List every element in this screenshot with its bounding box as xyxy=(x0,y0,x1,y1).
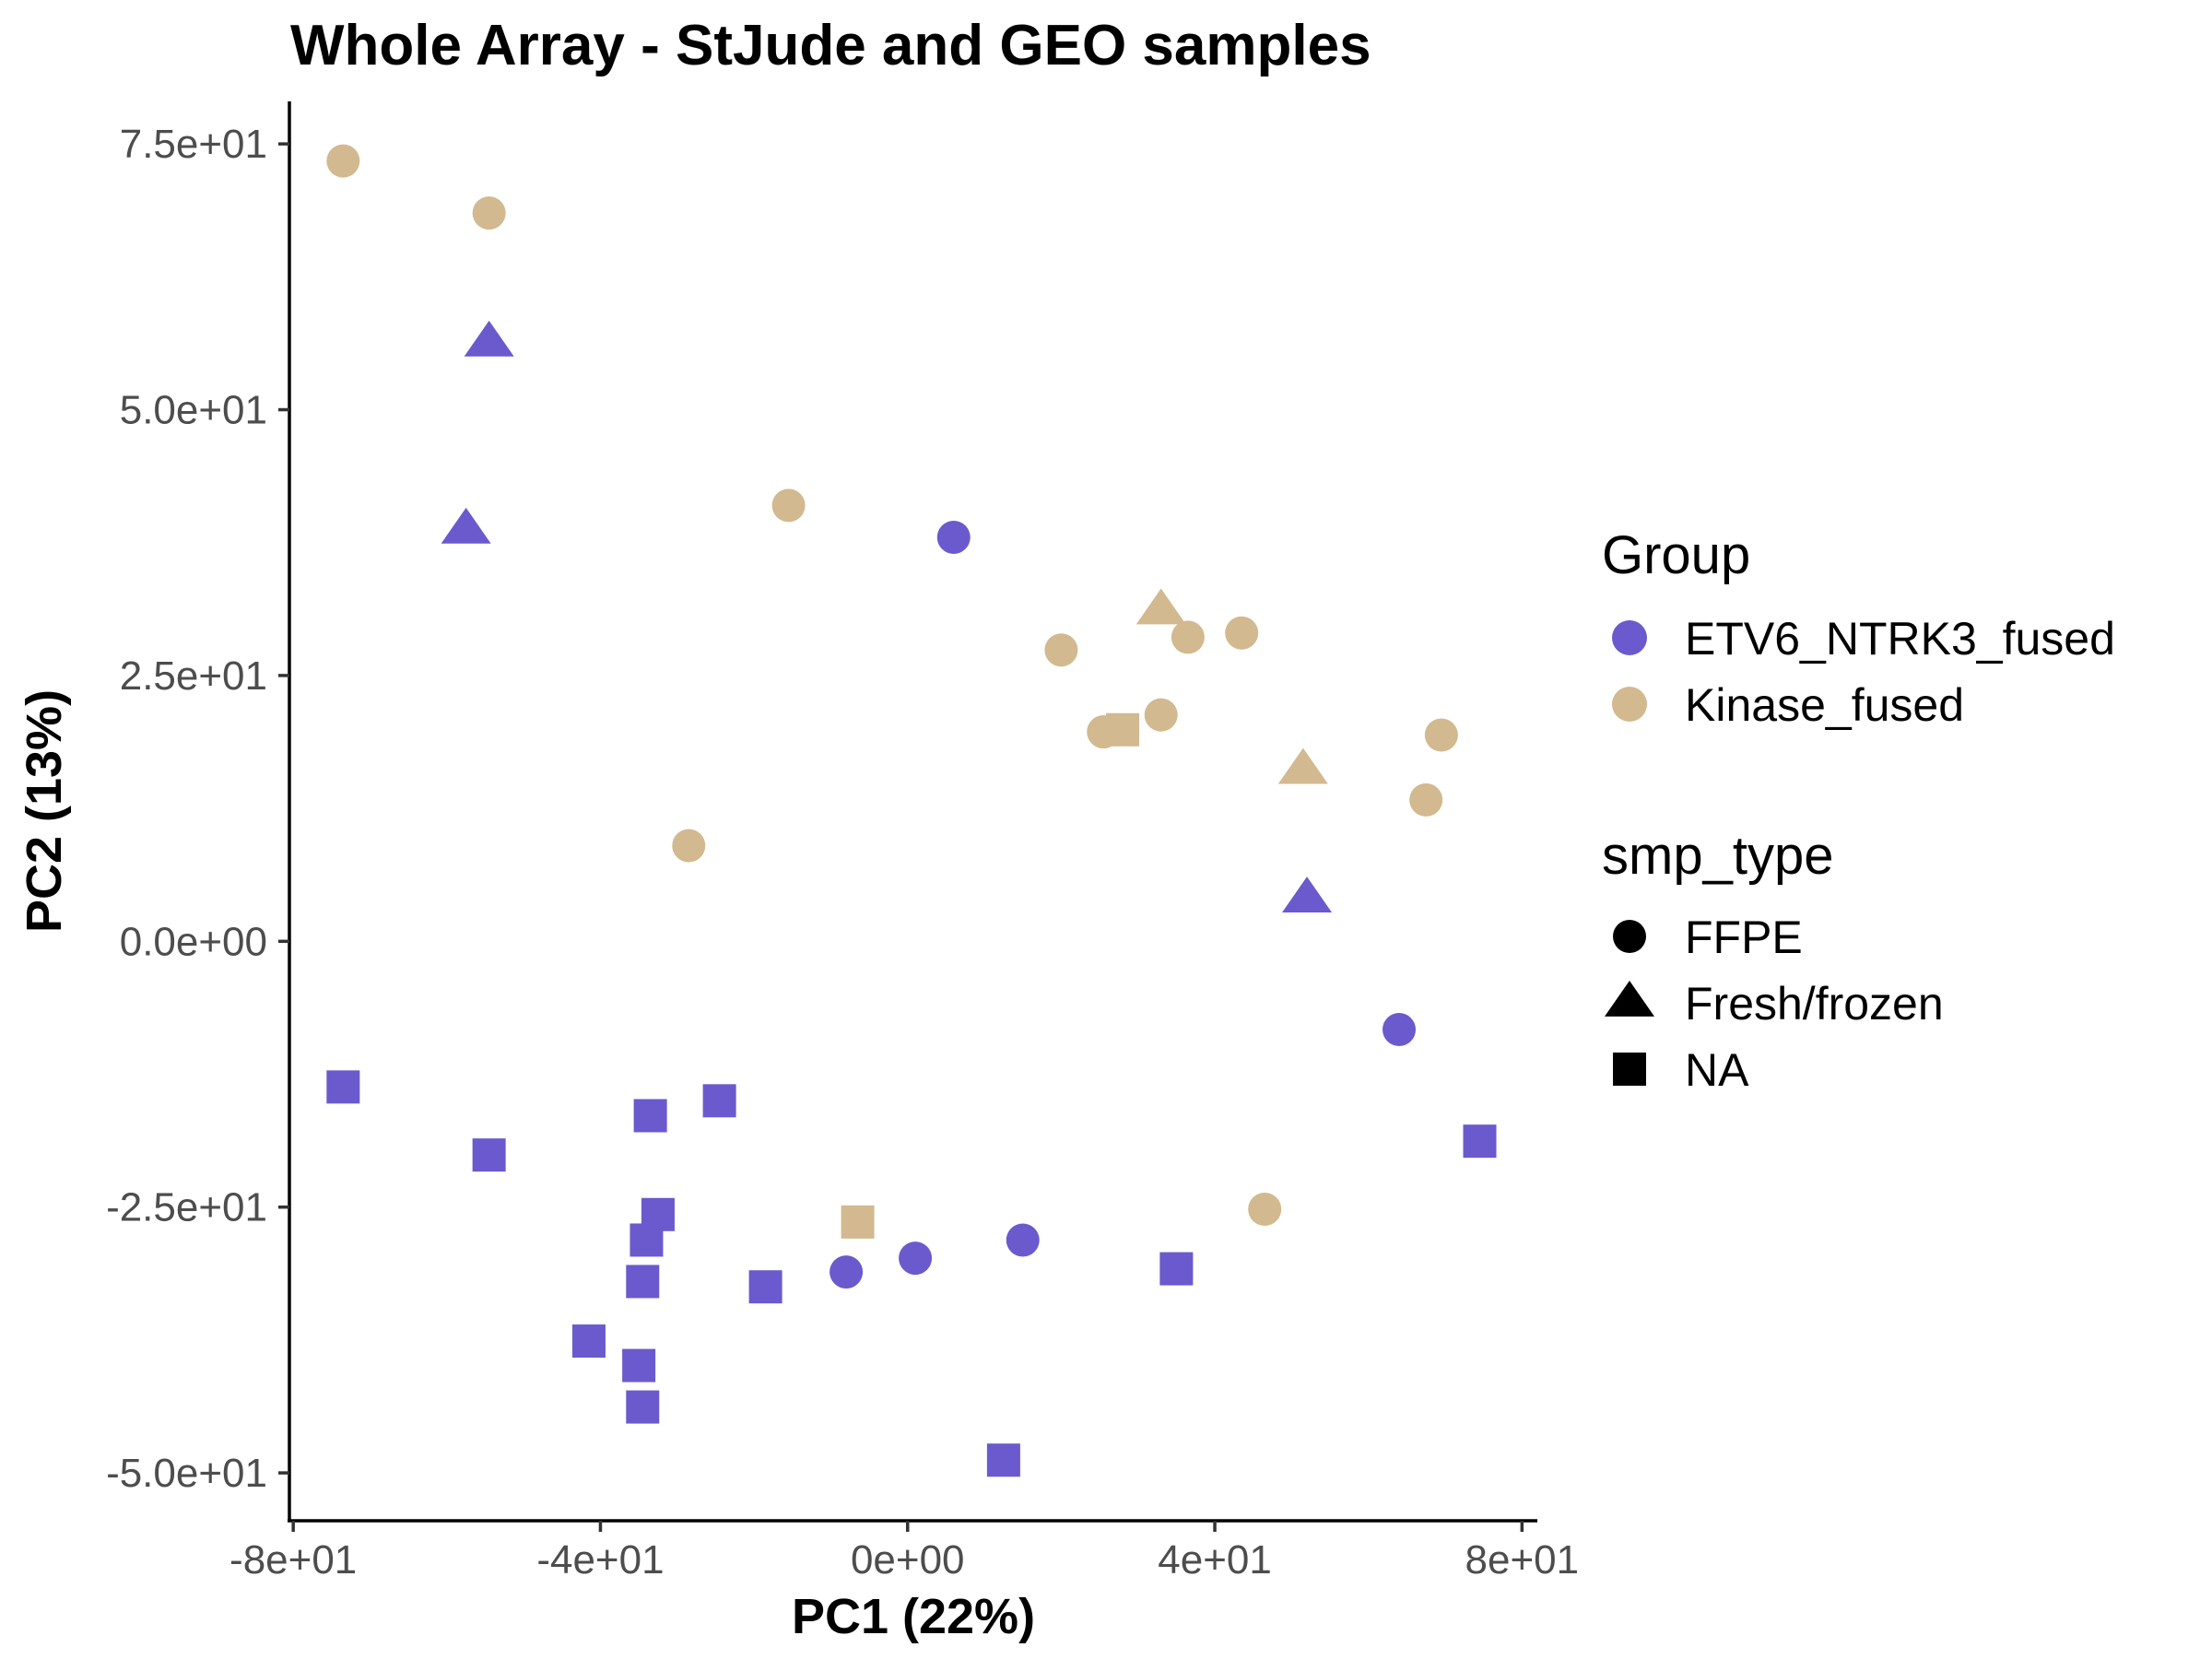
data-point xyxy=(629,1223,664,1257)
data-point xyxy=(622,1348,656,1382)
data-point xyxy=(830,1255,864,1289)
x-tick-label: 0e+00 xyxy=(851,1537,965,1583)
data-point xyxy=(1225,616,1259,650)
legend: Group ETV6_NTRK3_fused Kinase_fused smp_t… xyxy=(1602,525,2115,1096)
data-point xyxy=(1006,1223,1040,1257)
x-ticks: -8e+01 -4e+01 0e+00 4e+01 8e+01 xyxy=(229,1521,1579,1583)
legend-groups: ETV6_NTRK3_fused Kinase_fused xyxy=(1612,613,2115,731)
data-point xyxy=(472,196,506,230)
data-point xyxy=(464,320,514,357)
y-tick-label: 2.5e+01 xyxy=(120,653,267,699)
y-tick-label: 7.5e+01 xyxy=(120,122,267,167)
data-point xyxy=(1135,588,1186,625)
data-point xyxy=(1424,718,1458,752)
legend-key-shape xyxy=(1613,920,1646,953)
data-point xyxy=(1463,1124,1497,1159)
data-point xyxy=(748,1270,782,1304)
data-point xyxy=(626,1390,660,1424)
data-point xyxy=(633,1099,667,1133)
x-axis-title: PC1 (22%) xyxy=(792,1589,1035,1644)
y-tick-label: -2.5e+01 xyxy=(106,1185,267,1230)
data-point xyxy=(702,1084,736,1118)
data-point xyxy=(472,1138,506,1172)
data-point xyxy=(899,1241,933,1276)
data-point xyxy=(771,488,806,523)
y-tick-label: -5.0e+01 xyxy=(106,1451,267,1496)
x-tick-label: 4e+01 xyxy=(1158,1537,1272,1583)
y-tick-label: 0.0e+00 xyxy=(120,919,267,964)
x-tick-label: 8e+01 xyxy=(1465,1537,1580,1583)
chart-title: Whole Array - StJude and GEO samples xyxy=(290,14,1371,77)
y-axis-title: PC2 (13%) xyxy=(17,689,72,933)
data-point xyxy=(1106,712,1140,747)
data-point xyxy=(1282,877,1333,913)
legend-key-group xyxy=(1612,687,1647,722)
data-point xyxy=(626,1265,660,1299)
data-point xyxy=(1044,633,1078,667)
data-points xyxy=(326,144,1497,1477)
legend-label-group: Kinase_fused xyxy=(1685,679,1964,731)
legend-shapes: FFPE Fresh/frozen NA xyxy=(1605,912,1944,1096)
legend-key-group xyxy=(1612,620,1647,655)
y-ticks: 7.5e+01 5.0e+01 2.5e+01 0.0e+00 -2.5e+01 -5.0… xyxy=(106,122,289,1496)
data-point xyxy=(1277,747,1328,784)
data-point xyxy=(1382,1013,1417,1047)
data-point xyxy=(326,1070,360,1104)
axes: -8e+01 -4e+01 0e+00 4e+01 8e+01 7.5e+01 5.0e+… xyxy=(106,101,1579,1583)
legend-key-shape xyxy=(1605,981,1654,1017)
data-point xyxy=(936,520,971,554)
legend-title-smp-type: smp_type xyxy=(1602,826,1833,886)
data-point xyxy=(326,144,360,178)
data-point xyxy=(1159,1252,1194,1286)
data-point xyxy=(841,1205,875,1239)
data-point xyxy=(1171,620,1205,654)
data-point xyxy=(1144,698,1178,732)
data-point xyxy=(672,829,706,863)
data-point xyxy=(1248,1193,1282,1227)
legend-label-group: ETV6_NTRK3_fused xyxy=(1685,613,2115,665)
legend-title-group: Group xyxy=(1602,525,1750,585)
legend-label-shape: NA xyxy=(1685,1044,1749,1096)
data-point xyxy=(986,1443,1020,1477)
y-tick-label: 5.0e+01 xyxy=(120,388,267,433)
x-tick-label: -4e+01 xyxy=(536,1537,664,1583)
legend-key-shape xyxy=(1613,1053,1646,1086)
data-point xyxy=(571,1324,606,1359)
data-point xyxy=(441,507,491,544)
legend-label-shape: FFPE xyxy=(1685,912,1803,963)
legend-label-shape: Fresh/frozen xyxy=(1685,978,1944,1030)
data-point xyxy=(1409,782,1443,817)
x-tick-label: -8e+01 xyxy=(229,1537,357,1583)
